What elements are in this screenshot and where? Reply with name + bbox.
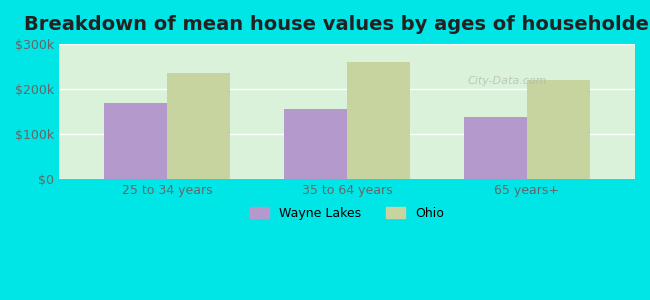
Title: Breakdown of mean house values by ages of householders: Breakdown of mean house values by ages o… [24,15,650,34]
Bar [464,117,527,179]
Bar [104,103,167,179]
Bar [167,73,230,179]
Bar [527,80,590,179]
Legend: Wayne Lakes, Ohio: Wayne Lakes, Ohio [245,202,448,225]
Bar [347,62,410,179]
Text: City-Data.com: City-Data.com [467,76,547,86]
Bar [284,110,347,179]
